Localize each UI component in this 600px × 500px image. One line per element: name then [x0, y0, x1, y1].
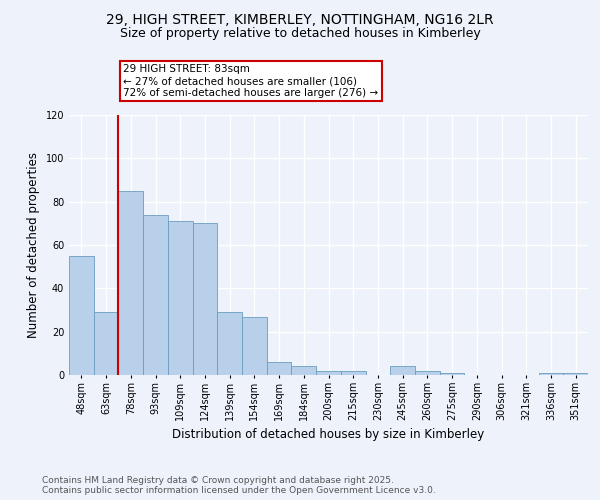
Bar — [267, 362, 292, 375]
Bar — [143, 214, 168, 375]
Bar — [292, 366, 316, 375]
X-axis label: Distribution of detached houses by size in Kimberley: Distribution of detached houses by size … — [172, 428, 485, 442]
Bar — [539, 373, 563, 375]
Bar — [168, 221, 193, 375]
Y-axis label: Number of detached properties: Number of detached properties — [27, 152, 40, 338]
Bar — [415, 370, 440, 375]
Text: Contains HM Land Registry data © Crown copyright and database right 2025.
Contai: Contains HM Land Registry data © Crown c… — [42, 476, 436, 495]
Bar — [316, 370, 341, 375]
Text: Size of property relative to detached houses in Kimberley: Size of property relative to detached ho… — [119, 28, 481, 40]
Bar — [242, 316, 267, 375]
Text: 29 HIGH STREET: 83sqm
← 27% of detached houses are smaller (106)
72% of semi-det: 29 HIGH STREET: 83sqm ← 27% of detached … — [124, 64, 379, 98]
Bar — [440, 373, 464, 375]
Bar — [118, 191, 143, 375]
Bar — [563, 373, 588, 375]
Text: 29, HIGH STREET, KIMBERLEY, NOTTINGHAM, NG16 2LR: 29, HIGH STREET, KIMBERLEY, NOTTINGHAM, … — [106, 12, 494, 26]
Bar — [390, 366, 415, 375]
Bar — [217, 312, 242, 375]
Bar — [94, 312, 118, 375]
Bar — [193, 224, 217, 375]
Bar — [341, 370, 365, 375]
Bar — [69, 256, 94, 375]
